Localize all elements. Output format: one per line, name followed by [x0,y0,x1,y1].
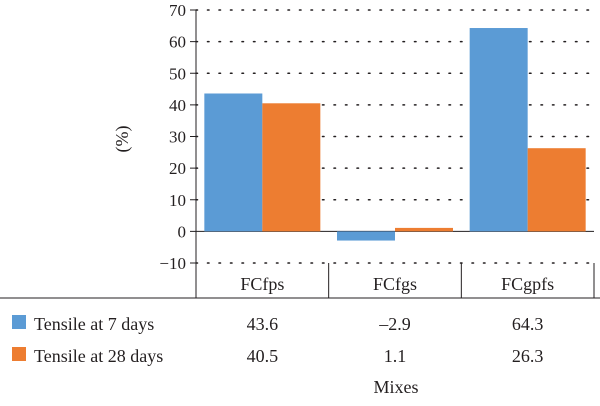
y-tick-label: 30 [169,128,186,147]
y-tick-label: 20 [169,159,186,178]
bar-fcfps-series-1 [204,93,263,232]
table-cell: 40.5 [247,346,279,366]
bars [204,28,586,241]
category-label: FCfgs [373,274,417,294]
bar-fcgpfs-series-1 [469,28,528,232]
table-cell: 26.3 [512,346,544,366]
x-axis-label: Mixes [374,377,419,397]
category-label: FCfps [240,274,284,294]
table-row-label: Tensile at 7 days [34,314,154,334]
bar-fcfgs-series-1 [337,231,395,241]
bar-fcfgs-series-2 [395,227,453,232]
legend-key-series-1 [12,315,26,329]
y-tick-label: 10 [169,191,186,210]
y-tick-labels: −10 0 10 20 30 40 50 60 70 [159,1,186,273]
y-tick-label: 70 [169,1,186,20]
y-tick-label: 60 [169,33,186,52]
table-row-label: Tensile at 28 days [34,346,163,366]
y-tick-label: 0 [178,222,187,241]
y-tick-label: 50 [169,64,186,83]
table-cell: 64.3 [512,314,544,334]
table-cell: 1.1 [384,346,407,366]
y-axis-label: (%) [112,126,133,153]
legend-key-series-2 [12,347,26,361]
bar-fcfps-series-2 [262,103,321,232]
table-cell: 43.6 [247,314,279,334]
y-tick-label: −10 [159,254,186,273]
category-labels: FCfps FCfgs FCgpfs [240,274,554,294]
data-table: Tensile at 7 days 43.6 –2.9 64.3 Tensile at … [0,297,600,366]
y-tick-label: 40 [169,96,186,115]
table-cell: –2.9 [378,314,411,334]
category-label: FCgpfs [501,274,554,294]
bar-fcgpfs-series-2 [527,148,586,232]
